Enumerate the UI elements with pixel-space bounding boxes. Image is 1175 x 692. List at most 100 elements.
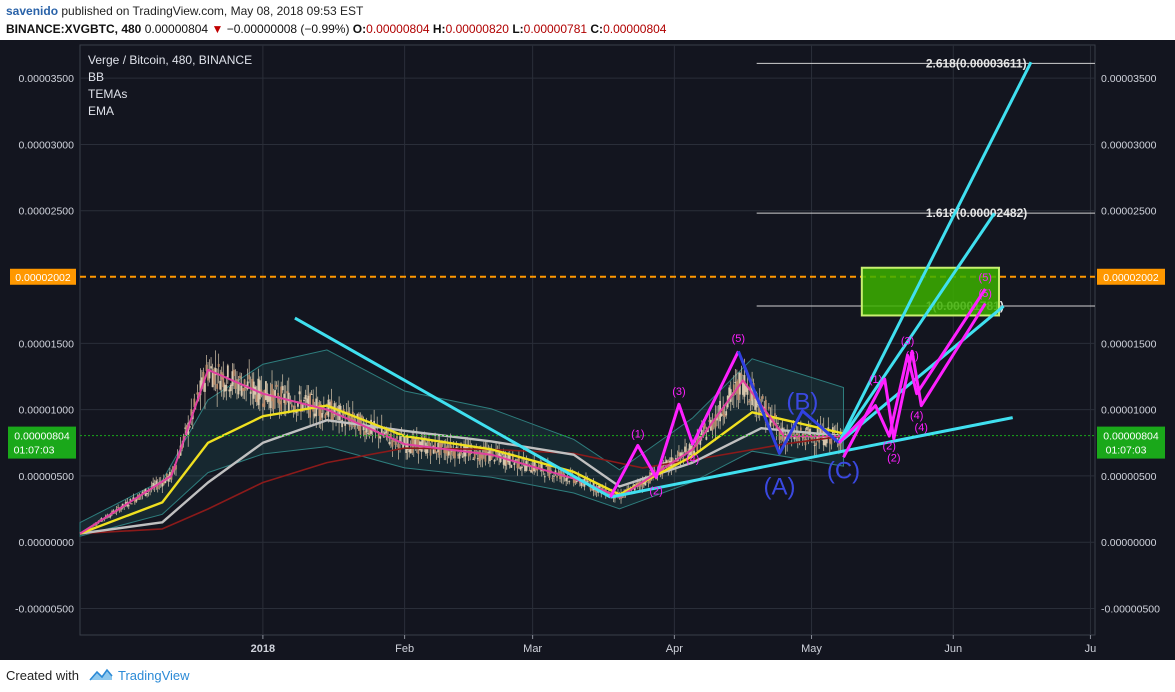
candle-body <box>560 475 563 477</box>
chart-area[interactable]: 0.00003500 0.00003500 0.00003000 0.00003000… <box>0 40 1175 660</box>
high-label: H: <box>432 22 446 36</box>
candle-body <box>408 449 411 453</box>
candle-body <box>258 380 261 400</box>
candle-body <box>351 411 354 424</box>
current-price-badge-left <box>8 426 76 459</box>
candle-body <box>806 426 808 430</box>
current-price-badge-right <box>1097 426 1165 459</box>
candle-body <box>205 364 208 371</box>
x-tick-label: Ju <box>1085 643 1097 655</box>
candle-body <box>202 371 205 388</box>
candle-body <box>591 489 593 491</box>
x-tick-label: Jun <box>944 643 962 655</box>
candle-body <box>810 435 813 442</box>
candle-body <box>777 422 779 424</box>
resistance-label-left: 0.00002002 <box>15 272 71 284</box>
open-value: 0.00000804 <box>366 22 430 36</box>
candle-body <box>414 439 417 445</box>
candle-body <box>325 412 328 416</box>
candle-body <box>412 436 415 448</box>
candle-body <box>685 450 688 452</box>
candle-body <box>688 444 691 456</box>
y-tick-label-right: 0.00000500 <box>1101 471 1157 483</box>
candle-body <box>306 398 308 403</box>
candle-body <box>673 462 676 467</box>
candle-body <box>748 401 750 403</box>
y-tick-label-left: 0.00003000 <box>19 139 75 151</box>
candle-body <box>400 435 403 437</box>
candle-body <box>344 422 347 426</box>
candle-body <box>278 400 281 405</box>
candle-body <box>383 432 386 436</box>
candle-body <box>778 427 781 441</box>
candle-body <box>361 415 363 420</box>
countdown-label-left: 01:07:03 <box>14 445 55 457</box>
candle-body <box>684 446 686 453</box>
candle-body <box>271 384 273 402</box>
candle-body <box>133 499 136 503</box>
candle-body <box>114 512 116 514</box>
candle-body <box>452 450 455 457</box>
legend-indicator: BB <box>88 70 104 84</box>
candle-body <box>580 482 583 486</box>
candle-body <box>321 413 324 418</box>
candle-body <box>703 423 706 429</box>
candle-body <box>714 414 717 428</box>
candle-body <box>664 462 667 464</box>
wave-label: (5) <box>979 288 992 300</box>
candle-body <box>716 415 718 421</box>
candle-body <box>586 481 589 483</box>
fib-level-label: 2.618(0.00003611) <box>926 56 1027 70</box>
candle-body <box>226 365 229 378</box>
trendline-cyan-descending <box>294 316 612 499</box>
candle-body <box>525 461 528 471</box>
candle-body <box>298 391 301 395</box>
author-link[interactable]: savenido <box>6 4 59 18</box>
candle-body <box>178 455 180 459</box>
candle-body <box>329 402 331 408</box>
candle-body <box>725 411 728 416</box>
published-text: published on TradingView.com, May 08, 20… <box>61 4 364 18</box>
candle-body <box>743 375 746 397</box>
candle-body <box>511 453 514 461</box>
candle-body <box>761 396 764 399</box>
candle-body <box>732 384 735 396</box>
candle-body <box>231 371 234 386</box>
wave-label: (2) <box>887 452 900 464</box>
candle-body <box>286 391 289 394</box>
price-chart[interactable]: 0.00003500 0.00003500 0.00003000 0.00003000… <box>0 40 1175 660</box>
candle-body <box>265 381 267 400</box>
candle-body <box>621 495 624 498</box>
wave-label: (4) <box>915 422 928 434</box>
candle-body <box>504 453 507 466</box>
candle-body <box>798 437 801 442</box>
candle-body <box>248 374 251 380</box>
candle-body <box>303 400 305 402</box>
current-price-label-right: 0.00000804 <box>1103 431 1159 443</box>
y-tick-label-left: 0.00000000 <box>19 537 75 549</box>
candle-body <box>272 390 275 410</box>
candle-body <box>120 508 123 510</box>
candle-body <box>388 441 391 445</box>
candle-body <box>422 439 424 449</box>
wave-label: (4) <box>910 410 923 422</box>
candle-body <box>828 435 831 444</box>
y-tick-label-right: -0.00000500 <box>1101 603 1160 615</box>
candle-body <box>795 433 798 436</box>
tradingview-link[interactable]: TradingView <box>118 668 190 683</box>
candle-body <box>720 414 723 417</box>
candle-body <box>165 473 168 479</box>
candle-body <box>415 437 418 447</box>
candle-body <box>237 383 240 395</box>
tradingview-logo-icon <box>89 668 113 681</box>
candle-body <box>626 488 629 490</box>
candle-body <box>665 460 668 465</box>
candle-body <box>659 463 662 474</box>
candle-body <box>644 479 647 486</box>
fib-level-label: 1.618(0.00002482) <box>926 206 1027 220</box>
series-tema-yellow <box>79 404 844 535</box>
candle-body <box>225 384 228 391</box>
candle-body <box>310 393 313 395</box>
candle-body <box>130 503 133 505</box>
candle-body <box>458 453 461 459</box>
